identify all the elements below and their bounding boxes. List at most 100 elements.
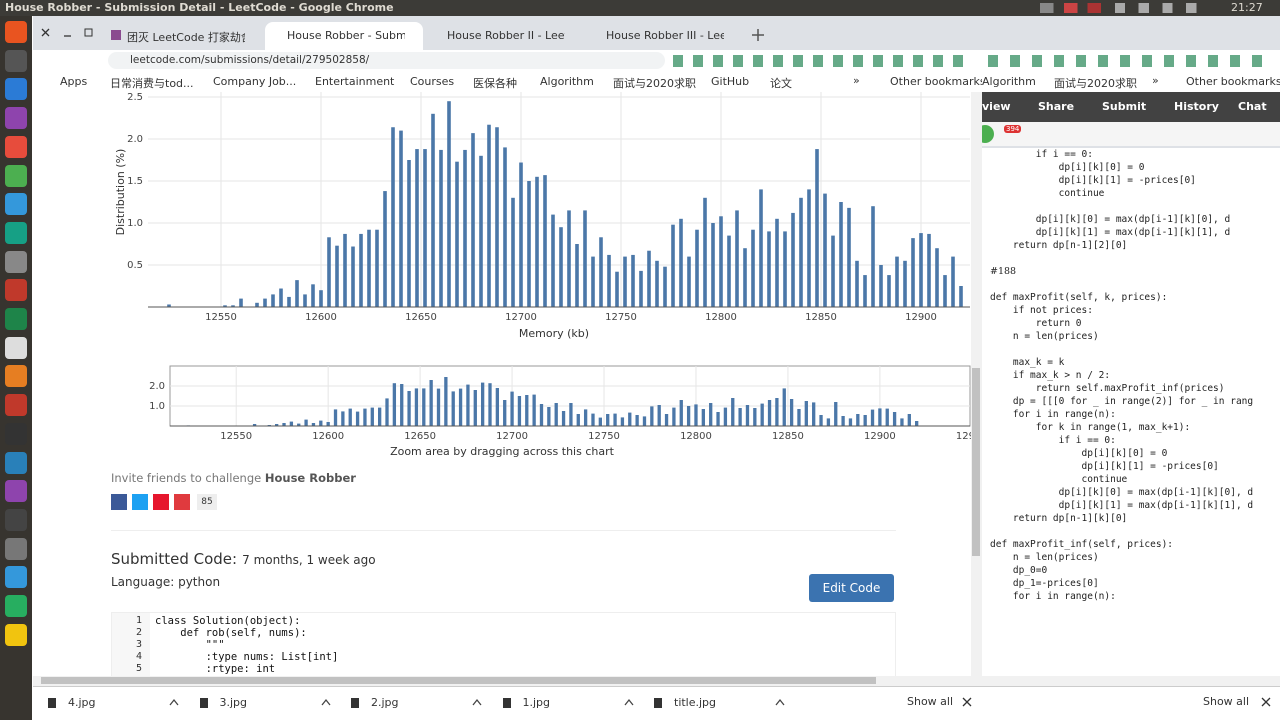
edit-code-button[interactable]: Edit Code <box>809 574 894 602</box>
bar <box>665 414 668 426</box>
run-button[interactable] <box>982 125 994 143</box>
download-menu[interactable] <box>624 698 634 706</box>
nav-item[interactable]: Submit <box>1102 100 1146 113</box>
bookmark[interactable]: 面试与2020求职 <box>1054 75 1137 91</box>
bar <box>319 290 323 307</box>
scrollbar[interactable] <box>971 92 982 686</box>
launcher-icon[interactable] <box>5 423 27 445</box>
bar <box>519 163 523 307</box>
more-bookmarks[interactable]: » <box>1152 74 1159 87</box>
file-icon <box>200 698 208 708</box>
launcher-icon[interactable] <box>5 509 27 531</box>
show-all[interactable]: Show all <box>1203 695 1249 708</box>
window-controls[interactable] <box>33 16 113 50</box>
toolbar: leetcode.com/submissions/detail/27950285… <box>33 50 982 72</box>
nav-item[interactable]: Chat <box>1238 100 1267 113</box>
launcher-icon[interactable] <box>5 566 27 588</box>
bookmark[interactable]: Algorithm <box>982 75 1036 88</box>
problem-name[interactable]: House Robber <box>265 471 356 485</box>
bar <box>886 409 889 426</box>
launcher-icon[interactable] <box>5 624 27 646</box>
downloads-bar: Show all 4.jpg 3.jpg 2.jpg 1.jpg title.jpg <box>33 686 982 721</box>
launcher-icon[interactable] <box>5 222 27 244</box>
bookmark[interactable]: 面试与2020求职 <box>613 75 696 91</box>
close-downloads[interactable] <box>962 697 972 707</box>
download-item[interactable]: 1.jpg <box>523 696 551 709</box>
launcher-icon[interactable] <box>5 595 27 617</box>
tab-active[interactable]: House Robber - Submissio... <box>265 22 423 50</box>
download-item[interactable]: 4.jpg <box>68 696 96 709</box>
bar <box>591 257 595 307</box>
download-menu[interactable] <box>321 698 331 706</box>
h-scrollbar[interactable] <box>982 676 1280 686</box>
h-scrollbar[interactable] <box>33 676 971 686</box>
launcher-icon[interactable] <box>5 365 27 387</box>
launcher-icon[interactable] <box>5 251 27 273</box>
new-tab[interactable] <box>751 28 765 42</box>
share-twitter[interactable] <box>132 494 148 510</box>
nav-item[interactable]: History <box>1174 100 1219 113</box>
bookmark[interactable]: Algorithm <box>540 75 594 88</box>
launcher-icon[interactable] <box>5 394 27 416</box>
omnibox[interactable]: leetcode.com/submissions/detail/27950285… <box>108 52 665 69</box>
download-item[interactable]: title.jpg <box>674 696 716 709</box>
bar <box>647 251 651 307</box>
download-menu[interactable] <box>169 698 179 706</box>
bookmark[interactable]: GitHub <box>711 75 749 88</box>
clock[interactable]: 21:27 <box>1231 1 1263 14</box>
bookmark[interactable]: Other bookmarks <box>890 75 986 88</box>
launcher-icon[interactable] <box>5 279 27 301</box>
bar <box>871 410 874 426</box>
launcher-icon[interactable] <box>5 337 27 359</box>
code-line: dp[i][k][0] = 0 <box>990 161 1280 174</box>
bar <box>935 248 939 307</box>
extensions[interactable] <box>673 55 973 67</box>
bookmark[interactable]: 日常消费与tod... <box>110 75 194 91</box>
launcher-icon[interactable] <box>5 21 27 43</box>
close-button[interactable] <box>42 29 49 36</box>
x-tick-label: 12700 <box>505 312 537 323</box>
launcher-icon[interactable] <box>5 136 27 158</box>
bar <box>819 415 822 426</box>
launcher-icon[interactable] <box>5 538 27 560</box>
bookmark[interactable]: 医保各种 <box>473 75 517 91</box>
show-all[interactable]: Show all <box>907 695 953 708</box>
indicators[interactable] <box>1040 3 1210 13</box>
line-number: 3 <box>112 639 150 651</box>
nav-item[interactable]: Share <box>1038 100 1074 113</box>
maximize-button[interactable] <box>85 29 92 36</box>
download-item[interactable]: 3.jpg <box>220 696 248 709</box>
launcher-icon[interactable] <box>5 193 27 215</box>
download-item[interactable]: 2.jpg <box>371 696 399 709</box>
bookmark[interactable]: Apps <box>60 75 87 88</box>
tab[interactable]: 团灭 LeetCode 打家劫舍问... <box>107 24 265 50</box>
bar <box>407 160 411 307</box>
bar <box>422 388 425 426</box>
download-menu[interactable] <box>472 698 482 706</box>
launcher-icon[interactable] <box>5 480 27 502</box>
bookmark[interactable]: Courses <box>410 75 454 88</box>
launcher-icon[interactable] <box>5 78 27 100</box>
launcher-icon[interactable] <box>5 165 27 187</box>
launcher-icon[interactable] <box>5 452 27 474</box>
launcher-icon[interactable] <box>5 50 27 72</box>
more-bookmarks[interactable]: » <box>853 74 860 87</box>
bookmark[interactable]: Other bookmarks <box>1186 75 1280 88</box>
nav-item[interactable]: view <box>982 100 1011 113</box>
bookmark[interactable]: 论文 <box>770 75 792 91</box>
tab[interactable]: House Robber II - LeetCod... <box>423 24 581 50</box>
share-weibo[interactable] <box>153 494 169 510</box>
download-menu[interactable] <box>775 698 785 706</box>
share-more[interactable] <box>174 494 190 510</box>
tab[interactable]: House Robber III - LeetCo... <box>582 24 740 50</box>
bar <box>303 294 307 307</box>
launcher-icon[interactable] <box>5 308 27 330</box>
close-downloads[interactable] <box>1261 697 1271 707</box>
bookmark[interactable]: Company Job... <box>213 75 296 88</box>
bookmark[interactable]: Entertainment <box>315 75 394 88</box>
share-facebook[interactable] <box>111 494 127 510</box>
launcher-icon[interactable] <box>5 107 27 129</box>
bar <box>735 210 739 307</box>
